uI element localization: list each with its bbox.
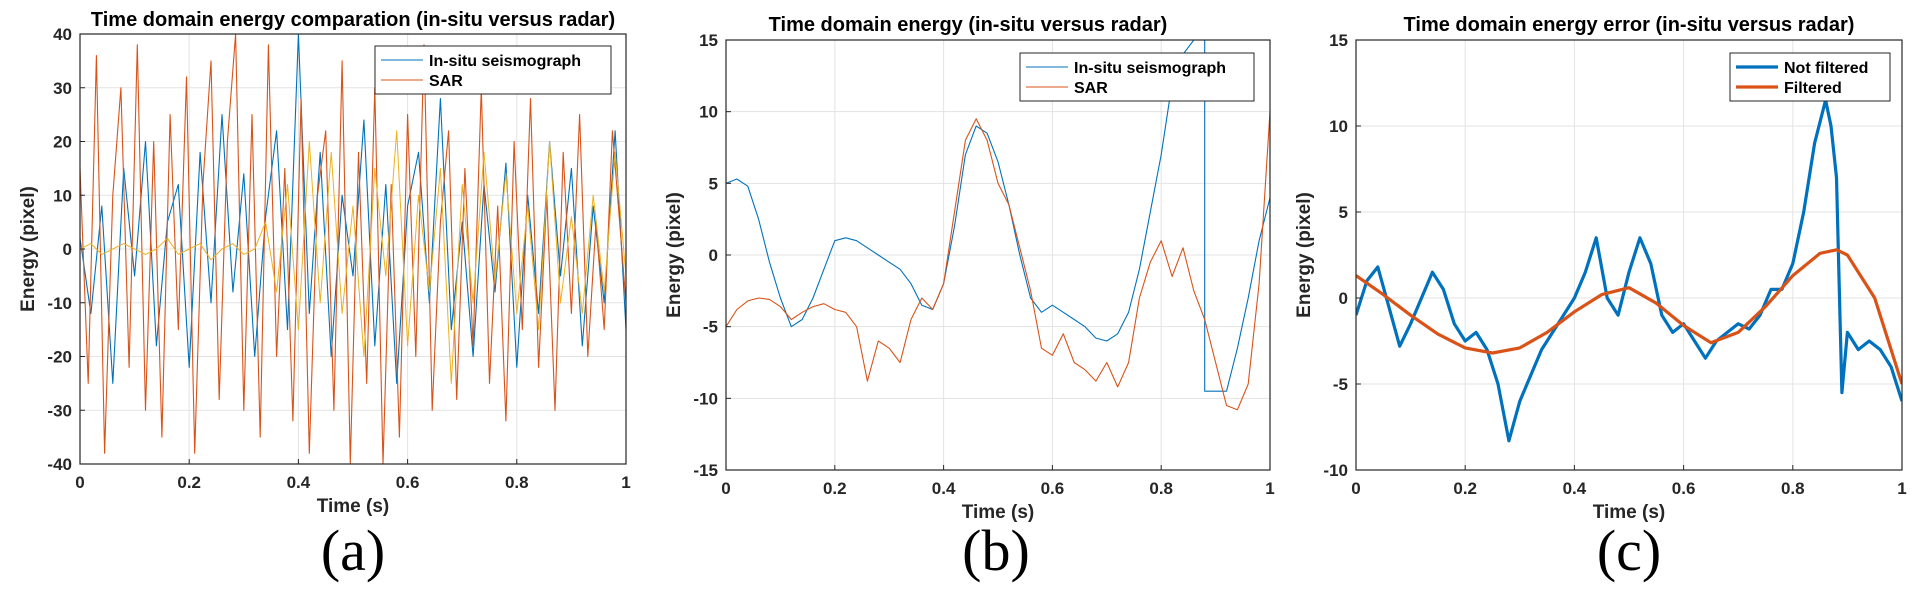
x-tick-label: 0.6 <box>396 473 420 492</box>
series-line-not-filtered <box>1356 98 1902 443</box>
legend-label: In-situ seismograph <box>429 53 581 70</box>
x-tick-label: 1 <box>621 473 630 492</box>
x-tick-label: 0.4 <box>287 473 311 492</box>
y-tick-label: 15 <box>699 31 718 50</box>
legend: In-situ seismograph SAR <box>374 45 612 95</box>
y-tick-label: 30 <box>53 79 72 98</box>
y-tick-label: 0 <box>709 246 718 265</box>
x-axis-label: Time (s) <box>962 502 1035 523</box>
panel-caption: (a) <box>321 518 385 583</box>
y-tick-label: 40 <box>53 25 72 44</box>
series-line-sar <box>80 34 626 464</box>
plot-area <box>1356 40 1902 470</box>
y-axis-label: Energy (pixel) <box>1294 192 1315 318</box>
x-axis-label: Time (s) <box>1593 502 1666 523</box>
x-tick-label: 0.8 <box>1149 479 1173 498</box>
x-tick-label: 0.2 <box>177 473 201 492</box>
legend-box <box>374 45 612 95</box>
y-tick-label: -10 <box>1323 461 1348 480</box>
y-tick-label: -10 <box>47 294 72 313</box>
y-tick-label: 10 <box>699 103 718 122</box>
axes-frame <box>1355 39 1903 471</box>
x-tick-label: 0 <box>721 479 730 498</box>
legend-box <box>1729 52 1891 102</box>
x-tick-label: 0.8 <box>1781 479 1805 498</box>
x-tick-label: 0.6 <box>1041 479 1065 498</box>
series-line-filtered <box>1356 248 1902 385</box>
x-tick-label: 0.4 <box>1563 479 1587 498</box>
y-tick-label: 5 <box>709 174 718 193</box>
chart-panel-1: 0 0.2 0.4 0.6 0.8 1 -40 -30 -20 -10 0 10 20 30 40 Time … <box>18 9 631 583</box>
y-tick-label: -5 <box>1333 375 1348 394</box>
legend-label: SAR <box>1074 80 1108 97</box>
x-tick-label: 0.6 <box>1672 479 1696 498</box>
legend-label: SAR <box>429 73 463 90</box>
y-tick-label: 0 <box>63 240 72 259</box>
y-tick-label: -20 <box>47 348 72 367</box>
y-tick-label: -30 <box>47 401 72 420</box>
y-axis-label: Energy (pixel) <box>664 192 685 318</box>
chart-title: Time domain energy error (in-situ versus… <box>1404 14 1855 36</box>
chart-panel-2: 0 0.2 0.4 0.6 0.8 1 -15 -10 -5 0 5 10 15 Time domain … <box>664 14 1275 583</box>
x-tick-label: 0.2 <box>1453 479 1477 498</box>
legend-label: Not filtered <box>1784 60 1868 77</box>
chart-title: Time domain energy comparation (in-situ … <box>91 9 615 31</box>
y-tick-label: -5 <box>703 318 718 337</box>
legend: Not filtered Filtered <box>1729 52 1891 102</box>
y-tick-label: -10 <box>693 389 718 408</box>
y-axis-label: Energy (pixel) <box>18 186 39 312</box>
panel-caption: (c) <box>1597 518 1661 583</box>
series-line-sar <box>726 111 1270 411</box>
x-tick-label: 0.8 <box>505 473 529 492</box>
x-tick-label: 0.2 <box>823 479 847 498</box>
x-tick-label: 0.4 <box>932 479 956 498</box>
y-tick-label: -15 <box>693 461 718 480</box>
chart-title: Time domain energy (in-situ versus radar… <box>769 14 1168 36</box>
y-tick-label: 0 <box>1339 289 1348 308</box>
y-tick-label: 10 <box>53 186 72 205</box>
y-tick-label: 10 <box>1329 117 1348 136</box>
series-line-in-situ-seismograph <box>80 34 626 384</box>
panel-caption: (b) <box>962 518 1030 583</box>
y-tick-label: -40 <box>47 455 72 474</box>
x-tick-label: 1 <box>1265 479 1274 498</box>
series-line-in-situ-seismograph <box>726 40 1270 392</box>
legend-box <box>1019 52 1255 102</box>
x-tick-label: 0 <box>1351 479 1360 498</box>
y-tick-label: 20 <box>53 133 72 152</box>
legend: In-situ seismograph SAR <box>1019 52 1255 102</box>
y-tick-label: 15 <box>1329 31 1348 50</box>
x-tick-label: 0 <box>75 473 84 492</box>
x-axis-label: Time (s) <box>317 496 390 517</box>
chart-panel-3: 0 0.2 0.4 0.6 0.8 1 -10 -5 0 5 10 15 Time domain ene… <box>1294 14 1907 583</box>
series-line-unnamed-2 <box>80 130 626 384</box>
x-tick-label: 1 <box>1897 479 1906 498</box>
legend-label: Filtered <box>1784 80 1842 97</box>
y-tick-label: 5 <box>1339 203 1348 222</box>
legend-label: In-situ seismograph <box>1074 60 1226 77</box>
